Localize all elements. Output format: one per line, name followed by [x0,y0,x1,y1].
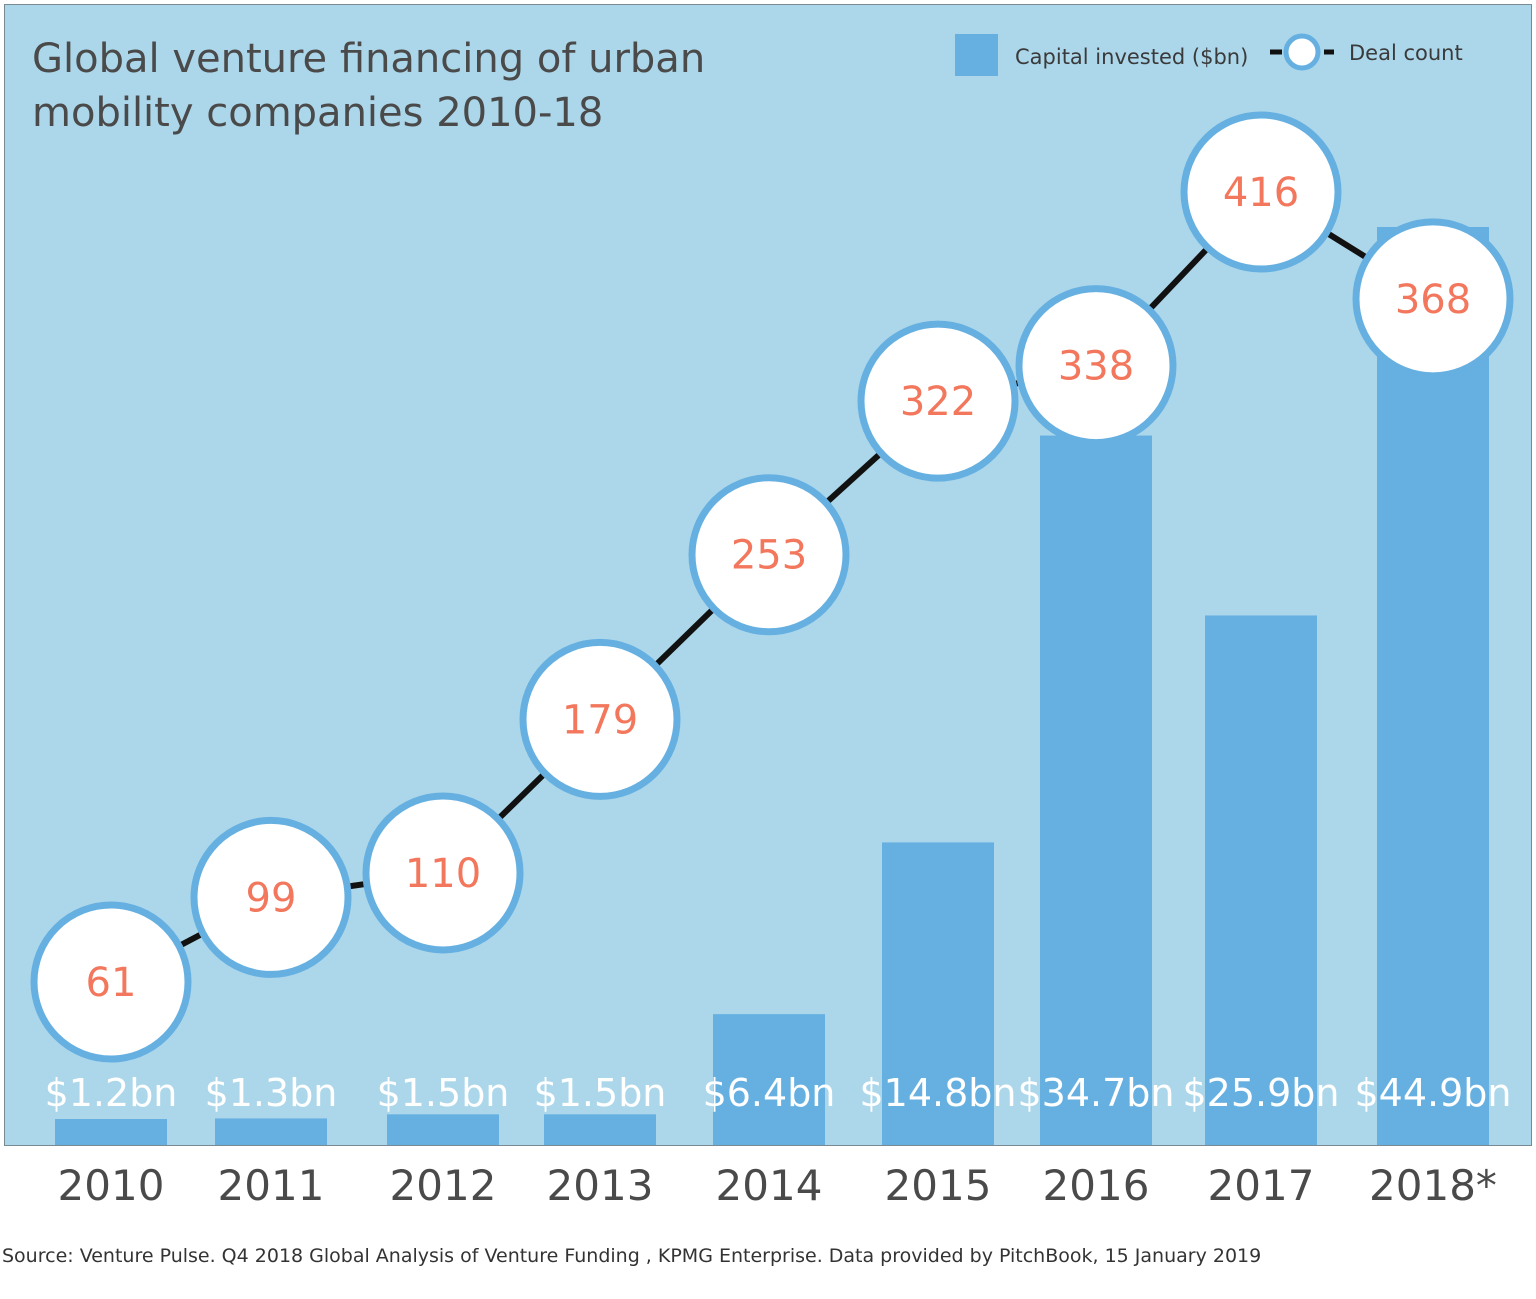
capital-value-label: $1.5bn [534,1071,667,1115]
capital-value-label: $1.5bn [377,1071,510,1115]
deal-count-value: 338 [1058,344,1134,390]
capital-bar-2013 [544,1114,656,1145]
deal-count-bubble [519,638,681,800]
capital-bar-2010 [55,1119,167,1145]
deal-count-value: 179 [562,697,638,743]
x-tick-label: 2017 [1208,1161,1315,1210]
deal-count-value: 368 [1395,277,1471,323]
capital-bar-2012 [387,1114,499,1145]
x-tick-label: 2010 [58,1161,165,1210]
x-tick-label: 2016 [1043,1161,1150,1210]
deal-count-bubble [857,320,1019,482]
legend-line-label: Deal count [1349,41,1463,65]
x-tick-label: 2014 [716,1161,823,1210]
title-line-2: mobility companies 2010-18 [32,90,603,136]
capital-bar-2015 [882,842,994,1145]
capital-bar-2014 [713,1014,825,1145]
capital-bar-2011 [215,1118,327,1145]
deal-count-bubble [1352,218,1514,380]
legend: Capital invested ($bn) Deal count [955,33,1463,76]
x-tick-label: 2018* [1369,1161,1497,1210]
capital-value-label: $25.9bn [1183,1071,1340,1115]
deal-count-bubble [362,792,524,954]
legend-bubble-icon [1283,33,1321,71]
source-note: Source: Venture Pulse. Q4 2018 Global An… [2,1245,1261,1267]
legend-bar-swatch [955,34,998,76]
deal-count-value: 416 [1223,170,1299,216]
deal-count-bubble [1180,111,1342,273]
capital-bar-2018 [1377,227,1489,1145]
x-axis: 2010 2011 2012 2013 2014 2015 2016 2017 2018* [58,1161,1497,1210]
capital-bar-2016 [1040,435,1152,1145]
legend-bar-label: Capital invested ($bn) [1015,45,1248,69]
deal-count-value: 110 [405,851,481,897]
capital-value-label: $44.9bn [1355,1071,1512,1115]
deal-count-value: 61 [86,960,137,1006]
deal-count-value: 99 [246,875,297,921]
chart-title: Global venture financing of urban mobili… [32,36,705,136]
x-tick-label: 2012 [390,1161,497,1210]
capital-value-label: $6.4bn [703,1071,836,1115]
bars-layer [55,227,1489,1145]
deal-count-value: 322 [900,379,976,425]
capital-value-label: $34.7bn [1018,1071,1175,1115]
bubbles-layer: 61 99 110 179 253 322 338 416 368 [30,111,1514,1063]
x-tick-label: 2015 [885,1161,992,1210]
deal-count-bubble [1015,285,1177,447]
capital-value-label: $14.8bn [860,1071,1017,1115]
x-tick-label: 2013 [547,1161,654,1210]
bar-labels-layer: $1.2bn $1.3bn $1.5bn $1.5bn $6.4bn $14.8bn $34… [45,1071,1512,1115]
capital-value-label: $1.3bn [205,1071,338,1115]
capital-value-label: $1.2bn [45,1071,178,1115]
deal-count-bubble [688,474,850,636]
x-tick-label: 2011 [218,1161,325,1210]
title-line-1: Global venture financing of urban [32,36,705,82]
capital-bar-2017 [1205,615,1317,1145]
deal-count-value: 253 [731,533,807,579]
deal-count-bubble [190,816,352,978]
deal-count-bubble [30,901,192,1063]
